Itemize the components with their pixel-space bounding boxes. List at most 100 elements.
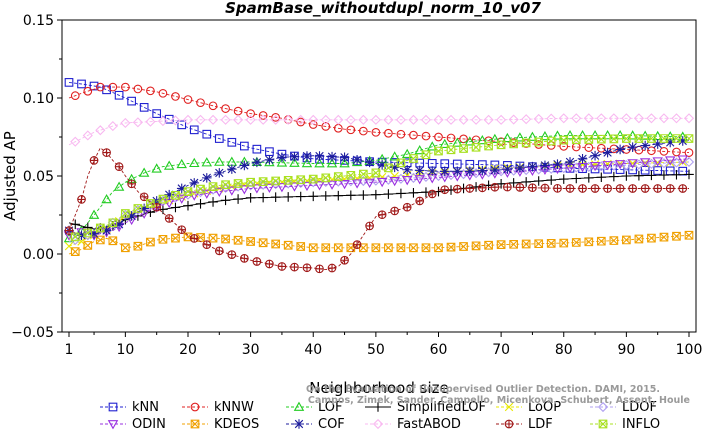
data-point-simplifiedlof bbox=[659, 170, 669, 180]
data-point-fastabod bbox=[295, 114, 306, 125]
data-point-simplifiedlof bbox=[233, 194, 243, 204]
legend-marker-simplifiedlof bbox=[373, 402, 383, 412]
data-point-inflo bbox=[83, 228, 93, 238]
data-point-knn bbox=[628, 165, 637, 175]
data-point-fastabod bbox=[445, 114, 457, 125]
data-point-knnw bbox=[146, 86, 155, 96]
data-point-lof bbox=[577, 130, 588, 140]
data-point-knn bbox=[603, 164, 612, 174]
x-axis-label: Neighborhood size bbox=[309, 379, 448, 397]
data-point-kdeos bbox=[296, 242, 306, 251]
series-line-fastabod bbox=[68, 117, 689, 146]
legend-label-lof: LOF bbox=[318, 400, 343, 415]
data-point-knnw bbox=[684, 148, 694, 157]
data-point-fastabod bbox=[408, 114, 419, 125]
data-point-kdeos bbox=[534, 239, 544, 249]
data-point-cof bbox=[339, 152, 350, 163]
data-point-cof bbox=[101, 225, 112, 236]
data-point-knnw bbox=[409, 130, 418, 140]
data-point-cof bbox=[227, 164, 237, 174]
data-point-knnw bbox=[371, 127, 381, 137]
data-point-knnw bbox=[659, 147, 669, 156]
data-point-cof bbox=[277, 152, 287, 163]
data-point-inflo bbox=[384, 163, 393, 173]
data-point-ldf bbox=[102, 148, 111, 157]
data-point-knn bbox=[214, 134, 224, 143]
data-point-knnw bbox=[672, 147, 681, 157]
data-point-cof bbox=[502, 164, 513, 174]
data-point-cof bbox=[114, 219, 124, 230]
data-point-cof bbox=[214, 168, 225, 178]
data-point-cof bbox=[627, 142, 638, 152]
legend-label-kdeos: KDEOS bbox=[214, 417, 259, 432]
data-point-cof bbox=[477, 165, 488, 176]
series-kdeos bbox=[68, 230, 694, 257]
data-point-inflo bbox=[484, 141, 493, 151]
legend-item-cof: COF bbox=[286, 417, 345, 432]
data-point-cof bbox=[640, 140, 650, 151]
data-point-lof bbox=[539, 130, 551, 141]
data-point-simplifiedlof bbox=[496, 179, 506, 189]
data-point-fastabod bbox=[107, 121, 118, 132]
data-point-lof bbox=[426, 141, 438, 151]
data-point-kdeos bbox=[121, 243, 130, 253]
data-point-fastabod bbox=[658, 113, 670, 124]
data-point-cof bbox=[164, 189, 175, 200]
data-point-kdeos bbox=[434, 243, 443, 253]
data-point-knnw bbox=[121, 82, 130, 92]
data-point-inflo bbox=[283, 176, 293, 185]
data-point-ldf bbox=[665, 184, 675, 193]
data-point-fastabod bbox=[583, 113, 594, 124]
data-point-lof bbox=[414, 144, 425, 155]
data-point-ldf bbox=[415, 196, 425, 206]
data-point-cof bbox=[389, 162, 400, 173]
plot-area bbox=[63, 78, 695, 274]
data-point-kdeos bbox=[509, 239, 518, 249]
series-line-knnw bbox=[68, 86, 690, 154]
legend-label-odin: ODIN bbox=[132, 417, 166, 432]
x-tick-label: 1 bbox=[65, 342, 74, 358]
data-point-knnw bbox=[321, 122, 331, 131]
data-point-lof bbox=[201, 157, 213, 167]
x-tick-label: 70 bbox=[492, 342, 510, 358]
data-point-odin bbox=[389, 176, 400, 187]
data-point-simplifiedlof bbox=[258, 192, 268, 203]
data-point-ldf bbox=[265, 259, 274, 269]
legend-marker-inflo bbox=[598, 419, 608, 429]
legend-marker-kdeos bbox=[190, 419, 200, 429]
data-point-kdeos bbox=[271, 239, 281, 249]
data-point-cof bbox=[364, 157, 375, 168]
legend-item-odin: ODIN bbox=[100, 417, 166, 432]
data-point-ldf bbox=[365, 221, 374, 231]
data-point-inflo bbox=[596, 134, 606, 144]
data-point-fastabod bbox=[395, 114, 406, 125]
data-point-cof bbox=[252, 157, 262, 168]
data-point-ldf bbox=[628, 184, 637, 193]
data-point-ldf bbox=[590, 184, 600, 193]
data-point-odin bbox=[339, 179, 350, 190]
data-point-knnw bbox=[246, 109, 255, 118]
data-point-fastabod bbox=[333, 114, 344, 125]
data-point-kdeos bbox=[484, 240, 493, 250]
data-point-kdeos bbox=[521, 239, 531, 249]
data-point-kdeos bbox=[171, 233, 180, 243]
data-point-kdeos bbox=[371, 243, 381, 253]
data-point-simplifiedlof bbox=[583, 173, 594, 183]
data-point-knnw bbox=[459, 134, 468, 144]
data-point-odin bbox=[289, 182, 300, 192]
data-point-inflo bbox=[308, 174, 318, 184]
data-point-inflo bbox=[108, 218, 118, 228]
data-point-kdeos bbox=[672, 231, 681, 241]
data-point-ldf bbox=[377, 210, 387, 220]
series-fastabod bbox=[68, 113, 695, 147]
data-point-inflo bbox=[459, 144, 468, 153]
data-point-fastabod bbox=[608, 113, 619, 124]
data-point-cof bbox=[414, 165, 425, 176]
data-point-inflo bbox=[672, 134, 681, 143]
data-point-odin bbox=[264, 183, 275, 193]
data-point-lof bbox=[339, 158, 350, 168]
data-point-fastabod bbox=[420, 114, 432, 125]
data-point-cof bbox=[527, 161, 538, 172]
data-point-odin bbox=[589, 162, 601, 172]
